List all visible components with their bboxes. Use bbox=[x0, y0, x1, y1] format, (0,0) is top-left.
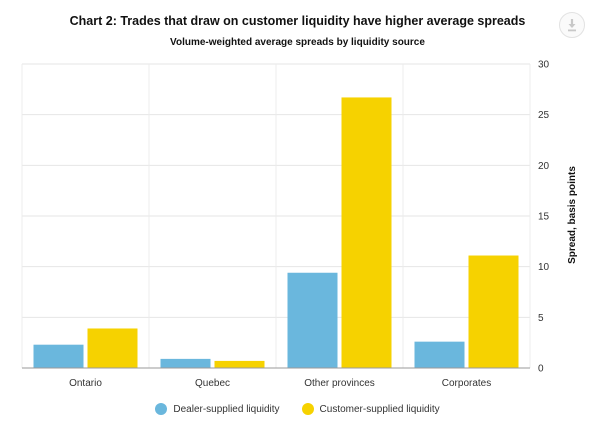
legend-swatch bbox=[301, 403, 314, 415]
bar[interactable] bbox=[160, 358, 211, 368]
legend-item[interactable]: Dealer-supplied liquidity bbox=[155, 403, 280, 415]
y-tick-label: 10 bbox=[538, 262, 550, 273]
y-tick-label: 5 bbox=[538, 313, 544, 324]
y-tick-label: 0 bbox=[538, 364, 544, 375]
legend-item[interactable]: Customer-supplied liquidity bbox=[301, 403, 440, 415]
x-tick-label: Quebec bbox=[195, 378, 230, 389]
axes: 0 5 10 15 20 25 30 Ontario Quebec Other provinces… bbox=[22, 60, 550, 389]
bar[interactable] bbox=[87, 328, 138, 368]
legend-swatch bbox=[155, 403, 168, 415]
y-tick-label: 20 bbox=[538, 161, 550, 172]
x-tick-label: Ontario bbox=[69, 378, 102, 389]
x-tick-label: Other provinces bbox=[304, 378, 375, 389]
bar[interactable] bbox=[214, 360, 265, 368]
y-tick-label: 30 bbox=[538, 60, 550, 71]
bars bbox=[33, 97, 519, 368]
chart-subtitle: Volume-weighted average spreads by liqui… bbox=[170, 37, 425, 48]
download-button[interactable] bbox=[559, 12, 585, 38]
bar[interactable] bbox=[341, 97, 392, 368]
legend-label: Customer-supplied liquidity bbox=[319, 403, 440, 415]
y-tick-label: 15 bbox=[538, 212, 550, 223]
bar[interactable] bbox=[468, 255, 519, 368]
bar[interactable] bbox=[414, 341, 465, 368]
bar[interactable] bbox=[33, 344, 84, 368]
y-axis-label: Spread, basis points bbox=[567, 166, 578, 264]
download-icon bbox=[568, 19, 576, 32]
chart-title: Chart 2: Trades that draw on customer li… bbox=[69, 14, 526, 28]
y-tick-label: 25 bbox=[538, 110, 550, 121]
legend-label: Dealer-supplied liquidity bbox=[173, 403, 280, 415]
x-tick-label: Corporates bbox=[442, 378, 491, 389]
bar[interactable] bbox=[287, 272, 338, 368]
legend: Dealer-supplied liquidity Customer-suppli… bbox=[0, 403, 595, 415]
grid-lines bbox=[21, 63, 531, 368]
